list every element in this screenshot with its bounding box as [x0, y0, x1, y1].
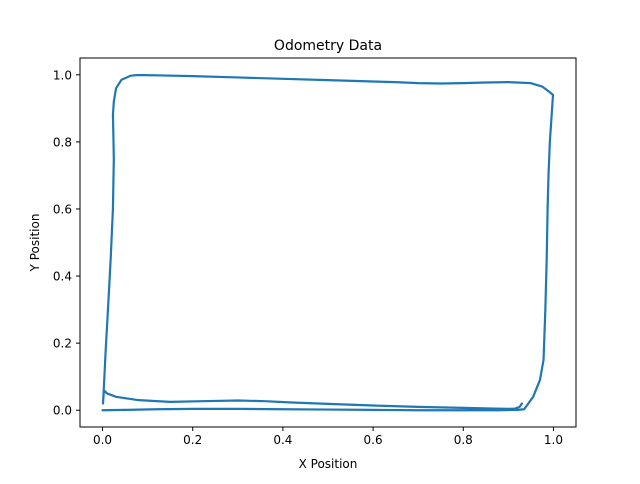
x-tick-label: 0.2	[183, 433, 202, 447]
y-tick-label: 0.0	[53, 404, 72, 418]
x-tick-label: 0.0	[93, 433, 112, 447]
y-axis: 0.0 0.2 0.4 0.6 0.8 1.0	[53, 68, 80, 418]
x-tick-label: 0.8	[454, 433, 473, 447]
y-tick-label: 0.6	[53, 202, 72, 216]
x-tick-label: 0.4	[273, 433, 292, 447]
plot-area	[101, 74, 555, 412]
odometry-path-line	[101, 74, 555, 412]
x-tick-label: 0.6	[364, 433, 383, 447]
x-tick-label: 1.0	[544, 433, 563, 447]
y-tick-label: 1.0	[53, 68, 72, 82]
y-tick-label: 0.4	[53, 270, 72, 284]
y-tick-label: 0.2	[53, 337, 72, 351]
x-axis: 0.0 0.2 0.4 0.6 0.8 1.0	[93, 427, 563, 447]
x-axis-label: X Position	[299, 457, 358, 471]
axes-frame	[79, 57, 577, 428]
chart-title: Odometry Data	[274, 38, 382, 54]
y-axis-label: Y Position	[28, 214, 42, 273]
y-tick-label: 0.8	[53, 135, 72, 149]
